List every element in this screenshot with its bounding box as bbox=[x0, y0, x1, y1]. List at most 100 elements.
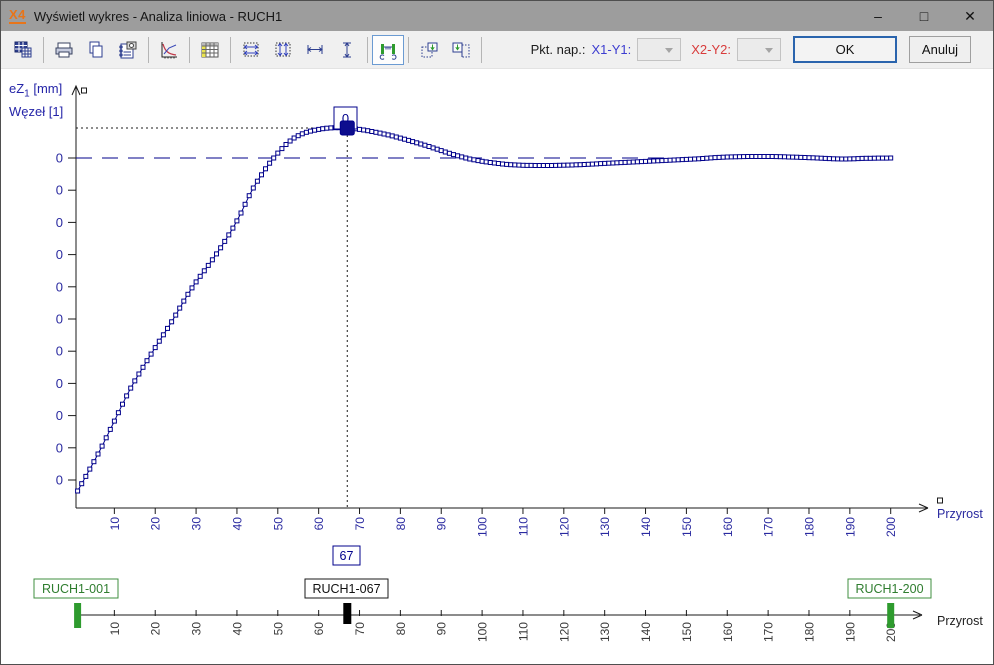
x1y1-select[interactable] bbox=[637, 38, 682, 61]
curve-point bbox=[238, 210, 244, 216]
curve-point bbox=[647, 158, 653, 164]
curve-point bbox=[765, 154, 771, 159]
x-tick-label: 60 bbox=[312, 517, 326, 531]
curve-point bbox=[867, 155, 873, 161]
curve-point bbox=[549, 163, 555, 168]
curve-point bbox=[222, 238, 228, 244]
stretch-horizontal-button[interactable] bbox=[235, 35, 267, 65]
cancel-button[interactable]: Anuluj bbox=[909, 36, 971, 63]
curve-point bbox=[246, 193, 252, 199]
slider-marker-start[interactable] bbox=[74, 603, 82, 628]
slider-tick-label: 170 bbox=[762, 622, 776, 642]
slider-marker-end[interactable] bbox=[887, 603, 895, 628]
x-tick-label: 200 bbox=[884, 517, 898, 537]
ok-button[interactable]: OK bbox=[793, 36, 897, 63]
slider-range-icon bbox=[379, 43, 397, 60]
print-button[interactable] bbox=[48, 35, 80, 65]
curve-point bbox=[536, 163, 542, 168]
curve-point bbox=[671, 157, 677, 163]
curve-point bbox=[594, 161, 599, 167]
curve-point bbox=[720, 154, 726, 160]
curve-point bbox=[667, 157, 673, 163]
slider-tick-label: 180 bbox=[802, 622, 816, 642]
slider-tick-label: 140 bbox=[639, 622, 653, 642]
x-tick-label: 10 bbox=[108, 517, 122, 531]
copy-table-button[interactable] bbox=[7, 35, 39, 65]
paste-increment-button[interactable] bbox=[413, 35, 445, 65]
curve-point bbox=[446, 150, 452, 156]
curve-point bbox=[769, 154, 775, 159]
y-tick-label: 0 bbox=[56, 344, 63, 359]
slider-tick-label: 150 bbox=[680, 622, 694, 642]
curve-point bbox=[267, 160, 273, 166]
curve-point bbox=[884, 155, 890, 161]
curve-point bbox=[826, 156, 832, 162]
chart-button[interactable] bbox=[153, 35, 185, 65]
curve-point bbox=[491, 160, 497, 166]
paste-column-button[interactable] bbox=[445, 35, 477, 65]
slider-tick-label: 130 bbox=[598, 622, 612, 642]
capture-notes-button[interactable] bbox=[112, 35, 144, 65]
slider-end-label-box[interactable]: RUCH1-200 bbox=[847, 578, 932, 599]
curve-point bbox=[324, 125, 330, 131]
curve-point bbox=[79, 481, 85, 487]
curve-point bbox=[712, 155, 718, 161]
slider-current-label-box[interactable]: RUCH1-067 bbox=[304, 578, 389, 599]
y-tick-label: 0 bbox=[56, 312, 63, 327]
curve-point bbox=[120, 401, 125, 407]
curve-point bbox=[99, 443, 105, 449]
curve-point bbox=[692, 156, 698, 162]
x-tick-label: 100 bbox=[476, 517, 490, 537]
slider-tick-label: 20 bbox=[149, 622, 163, 636]
curve-point bbox=[434, 146, 440, 152]
curve-point bbox=[888, 155, 894, 161]
toolbar-right-group: Pkt. nap.: X1-Y1: X2-Y2: OK Anuluj bbox=[531, 31, 971, 68]
curve-point bbox=[810, 155, 816, 161]
curve-point bbox=[397, 135, 403, 141]
slider-tick-label: 90 bbox=[435, 622, 449, 636]
slider-axis-title: Przyrost bbox=[937, 614, 983, 628]
slider-tick-label: 120 bbox=[557, 622, 571, 642]
curve-point bbox=[312, 127, 318, 133]
capture-notes-icon bbox=[119, 41, 137, 58]
selected-point-marker[interactable] bbox=[339, 120, 355, 136]
data-table-button[interactable] bbox=[194, 35, 226, 65]
curve-point bbox=[483, 159, 489, 165]
svg-text:RUCH1-001: RUCH1-001 bbox=[42, 582, 110, 596]
stretch-vertical-button[interactable] bbox=[267, 35, 299, 65]
curve-point bbox=[634, 159, 640, 165]
chart-icon bbox=[161, 41, 177, 58]
x2y2-select[interactable] bbox=[737, 38, 781, 61]
scale-vertical-button[interactable] bbox=[331, 35, 363, 65]
copy-button[interactable] bbox=[80, 35, 112, 65]
y-tick-label: 0 bbox=[56, 183, 63, 198]
curve-point bbox=[230, 225, 236, 231]
slider-start-label-box[interactable]: RUCH1-001 bbox=[33, 578, 119, 599]
scale-horizontal-button[interactable] bbox=[299, 35, 331, 65]
slider-marker-current[interactable] bbox=[343, 603, 352, 624]
x-tick-label: 150 bbox=[680, 517, 694, 537]
curve-point bbox=[185, 291, 191, 297]
curve-point bbox=[818, 155, 824, 161]
curve-point bbox=[381, 131, 387, 137]
curve-point bbox=[389, 133, 395, 139]
curve-point bbox=[103, 435, 109, 441]
curve-point bbox=[365, 128, 371, 134]
curve-point bbox=[728, 154, 734, 160]
close-button[interactable]: ✕ bbox=[964, 7, 976, 24]
slider-range-button[interactable] bbox=[372, 34, 404, 65]
curve-point bbox=[320, 126, 326, 132]
curve-point bbox=[835, 156, 841, 162]
x1y1-label: X1-Y1: bbox=[591, 42, 632, 57]
curve-point bbox=[160, 332, 166, 338]
curve-point bbox=[479, 158, 485, 164]
svg-text:0: 0 bbox=[342, 111, 349, 126]
curve-point bbox=[263, 166, 268, 172]
curve-point bbox=[197, 273, 203, 279]
curve-point bbox=[528, 162, 534, 168]
titlebar: X4 Wyświetl wykres - Analiza liniowa - R… bbox=[1, 1, 993, 31]
maximize-button[interactable]: □ bbox=[919, 8, 929, 24]
minimize-button[interactable]: – bbox=[874, 8, 882, 24]
curve-point bbox=[169, 319, 175, 325]
y-axis-end-marker bbox=[81, 87, 87, 94]
